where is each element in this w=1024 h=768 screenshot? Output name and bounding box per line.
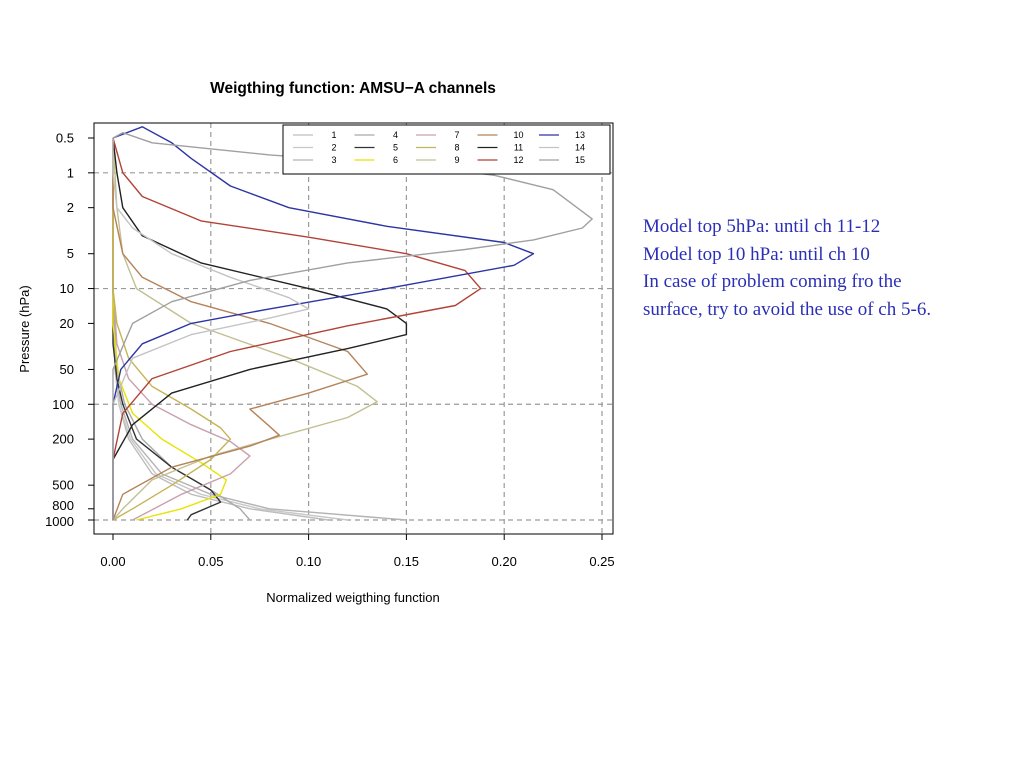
series-line-ch2 — [112, 138, 348, 521]
y-tick-label: 2 — [67, 200, 74, 215]
series-line-ch8 — [112, 138, 232, 521]
note-line: surface, try to avoid the use of ch 5-6. — [643, 298, 932, 320]
legend-label: 12 — [513, 155, 523, 165]
series-line-ch7 — [112, 138, 251, 521]
series-line-ch13 — [112, 126, 535, 520]
note-line: Model top 10 hPa: until ch 10 — [643, 243, 870, 265]
axes: 0.00 0.05 0.10 0.15 0.20 0.250.51251020501002… — [45, 122, 615, 569]
x-tick-label: 0.20 — [492, 554, 517, 569]
plot-frame — [93, 122, 614, 535]
legend-label: 4 — [393, 130, 398, 140]
y-tick-label: 5 — [67, 246, 74, 261]
legend-label: 9 — [454, 155, 459, 165]
y-tick-label: 50 — [60, 362, 74, 377]
legend-label: 3 — [331, 155, 336, 165]
series-line-ch9 — [112, 137, 378, 521]
series-line-ch15 — [112, 132, 593, 520]
legend-label: 8 — [454, 143, 459, 153]
legend-label: 15 — [575, 155, 585, 165]
series-line-ch12 — [112, 137, 482, 520]
y-tick-label: 1 — [67, 165, 74, 180]
y-axis-label: Pressure (hPa) — [17, 285, 32, 372]
series-line-ch4 — [112, 138, 251, 521]
y-tick-label: 20 — [60, 316, 74, 331]
series-line-ch6 — [112, 138, 228, 521]
x-axis-label: Normalized weigthing function — [266, 590, 439, 605]
x-tick-label: 0.10 — [296, 554, 321, 569]
x-tick-label: 0.00 — [100, 554, 125, 569]
series-lines — [112, 126, 593, 521]
legend-label: 10 — [513, 130, 523, 140]
y-tick-label: 800 — [52, 498, 74, 513]
y-tick-label: 200 — [52, 432, 74, 447]
legend-label: 5 — [393, 143, 398, 153]
note-line: In case of problem coming fro the — [643, 271, 902, 292]
series-line-ch11 — [112, 137, 408, 520]
y-tick-label: 500 — [52, 478, 74, 493]
series-line-ch10 — [112, 138, 368, 521]
legend-label: 11 — [514, 143, 523, 153]
series-line-ch3 — [112, 138, 407, 521]
legend-label: 13 — [575, 130, 585, 140]
y-tick-label: 0.5 — [56, 131, 74, 146]
y-tick-label: 10 — [60, 281, 74, 296]
series-line-ch14 — [112, 138, 310, 520]
chart-title: Weigthing function: AMSU−A channels — [210, 80, 496, 97]
legend-label: 7 — [454, 130, 459, 140]
legend-box — [282, 124, 611, 175]
legend-label: 1 — [331, 130, 336, 140]
note-line: Model top 5hPa: until ch 11-12 — [643, 216, 881, 237]
legend-label: 2 — [331, 143, 336, 153]
x-tick-label: 0.15 — [394, 554, 419, 569]
x-tick-label: 0.05 — [198, 554, 223, 569]
series-line-ch5 — [112, 138, 222, 521]
legend-label: 6 — [393, 155, 398, 165]
notes-block: Model top 5hPa: until ch 11-12 Model top… — [643, 213, 1013, 323]
y-tick-label: 100 — [52, 397, 74, 412]
y-tick-label: 1000 — [45, 514, 74, 529]
legend-label: 14 — [575, 143, 585, 153]
x-tick-label: 0.25 — [589, 554, 614, 569]
